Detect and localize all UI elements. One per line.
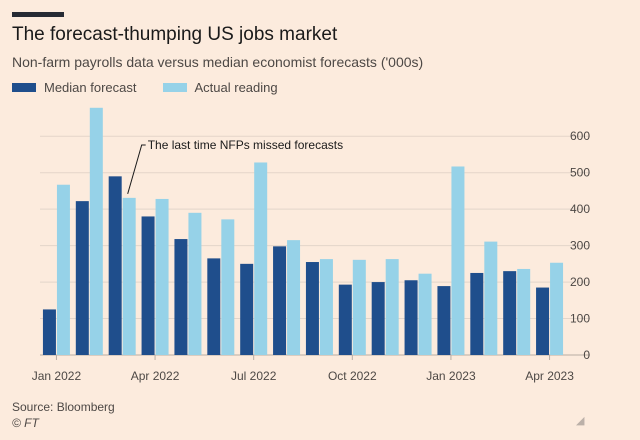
bar-median <box>42 309 56 355</box>
bar-median <box>141 216 155 355</box>
legend: Median forecast Actual reading <box>12 80 304 95</box>
bar-median <box>371 282 385 355</box>
bar-actual <box>319 259 333 355</box>
bar-median <box>240 263 254 355</box>
ft-credit: © FT <box>12 416 39 430</box>
annotation-leader-line <box>127 144 146 194</box>
chart-title: The forecast-thumping US jobs market <box>12 24 338 45</box>
y-tick-label: 0 <box>583 348 590 362</box>
bar-median <box>174 239 188 355</box>
y-tick-label: 100 <box>570 312 590 326</box>
x-tick-label: Jan 2022 <box>32 369 82 383</box>
legend-swatch-median <box>12 83 36 92</box>
y-tick-label: 300 <box>570 239 590 253</box>
chart-subtitle: Non-farm payrolls data versus median eco… <box>12 54 424 70</box>
bar-median <box>338 284 352 355</box>
y-tick-label: 200 <box>570 275 590 289</box>
bar-actual <box>122 197 136 355</box>
bar-median <box>503 271 517 355</box>
resize-grip-icon: ◢ <box>576 415 585 427</box>
legend-label-median: Median forecast <box>44 80 137 95</box>
bar-actual <box>484 241 498 355</box>
bar-actual <box>352 259 366 355</box>
bar-median <box>404 280 418 355</box>
bar-actual <box>254 162 268 355</box>
bar-median <box>437 286 451 355</box>
x-tick-label: Oct 2022 <box>328 369 377 383</box>
bar-actual <box>418 273 432 355</box>
y-tick-label: 500 <box>570 166 590 180</box>
bar-actual <box>517 268 531 355</box>
legend-item-actual: Actual reading <box>162 80 278 95</box>
y-tick-label: 400 <box>570 202 590 216</box>
legend-swatch-actual <box>162 83 187 92</box>
legend-label-actual: Actual reading <box>194 80 278 95</box>
bar-actual <box>451 166 465 355</box>
bar-actual <box>155 198 169 355</box>
x-tick-label: Jul 2022 <box>231 369 277 383</box>
y-tick-label: 600 <box>570 129 590 143</box>
bar-actual <box>550 262 564 355</box>
x-tick-label: Apr 2023 <box>525 369 574 383</box>
bar-median <box>108 176 122 355</box>
x-tick-label: Apr 2022 <box>131 369 180 383</box>
bar-median <box>75 201 89 355</box>
bar-actual <box>56 184 70 355</box>
annotation-text: The last time NFPs missed forecasts <box>148 138 343 152</box>
bar-actual <box>188 212 202 355</box>
legend-item-median: Median forecast <box>12 80 137 95</box>
bar-median <box>273 246 287 355</box>
x-tick-label: Jan 2023 <box>426 369 476 383</box>
bar-actual <box>385 259 399 355</box>
bar-actual <box>89 107 103 355</box>
bar-median <box>470 272 484 355</box>
bar-median <box>305 262 319 355</box>
bar-median <box>536 287 550 355</box>
bar-median <box>207 258 221 355</box>
header-rule <box>12 12 64 17</box>
source-note: Source: Bloomberg <box>12 400 115 414</box>
bar-actual <box>221 219 235 355</box>
bar-actual <box>287 240 301 355</box>
